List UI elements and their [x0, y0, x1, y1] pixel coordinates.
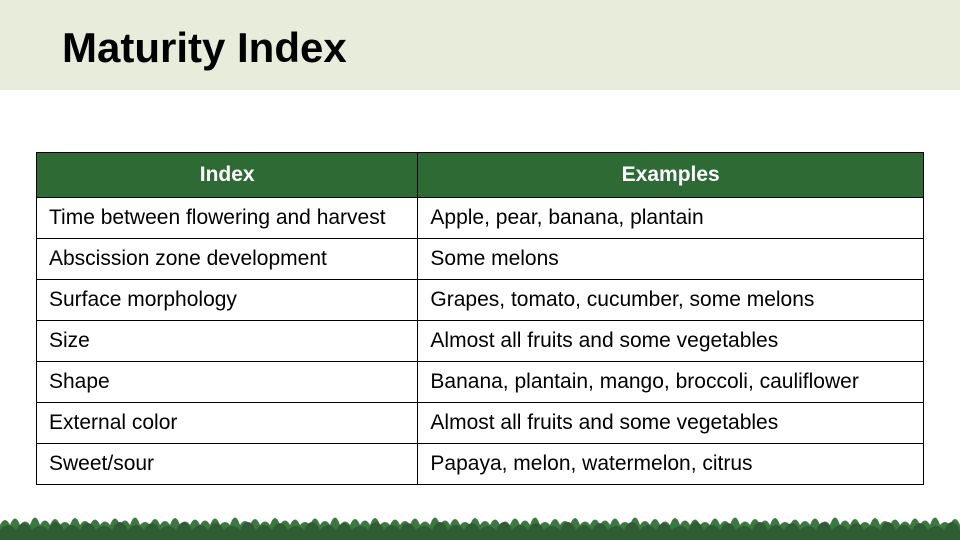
table-cell-examples: Grapes, tomato, cucumber, some melons	[418, 280, 924, 321]
maturity-index-table: Index Examples Time between flowering an…	[36, 152, 924, 485]
grass-icon	[0, 510, 960, 540]
table-row: Surface morphology Grapes, tomato, cucum…	[37, 280, 924, 321]
title-band: Maturity Index	[0, 0, 960, 90]
table-cell-index: Sweet/sour	[37, 444, 418, 485]
table-cell-index: Surface morphology	[37, 280, 418, 321]
table-row: Shape Banana, plantain, mango, broccoli,…	[37, 362, 924, 403]
grass-border-decoration	[0, 510, 960, 540]
slide: Maturity Index Index Examples Time betwe…	[0, 0, 960, 540]
table-cell-index: Size	[37, 321, 418, 362]
table-cell-examples: Banana, plantain, mango, broccoli, cauli…	[418, 362, 924, 403]
table-cell-index: Time between flowering and harvest	[37, 198, 418, 239]
table-row: Time between flowering and harvest Apple…	[37, 198, 924, 239]
table-cell-examples: Apple, pear, banana, plantain	[418, 198, 924, 239]
page-title: Maturity Index	[62, 24, 960, 72]
maturity-index-table-wrap: Index Examples Time between flowering an…	[36, 152, 924, 485]
table-cell-examples: Almost all fruits and some vegetables	[418, 321, 924, 362]
table-row: External color Almost all fruits and som…	[37, 403, 924, 444]
table-header-row: Index Examples	[37, 153, 924, 198]
table-cell-examples: Papaya, melon, watermelon, citrus	[418, 444, 924, 485]
table-row: Abscission zone development Some melons	[37, 239, 924, 280]
table-cell-examples: Some melons	[418, 239, 924, 280]
table-cell-index: Shape	[37, 362, 418, 403]
table-cell-examples: Almost all fruits and some vegetables	[418, 403, 924, 444]
table-cell-index: External color	[37, 403, 418, 444]
table-header-index: Index	[37, 153, 418, 198]
table-row: Sweet/sour Papaya, melon, watermelon, ci…	[37, 444, 924, 485]
table-cell-index: Abscission zone development	[37, 239, 418, 280]
table-header-examples: Examples	[418, 153, 924, 198]
table-row: Size Almost all fruits and some vegetabl…	[37, 321, 924, 362]
